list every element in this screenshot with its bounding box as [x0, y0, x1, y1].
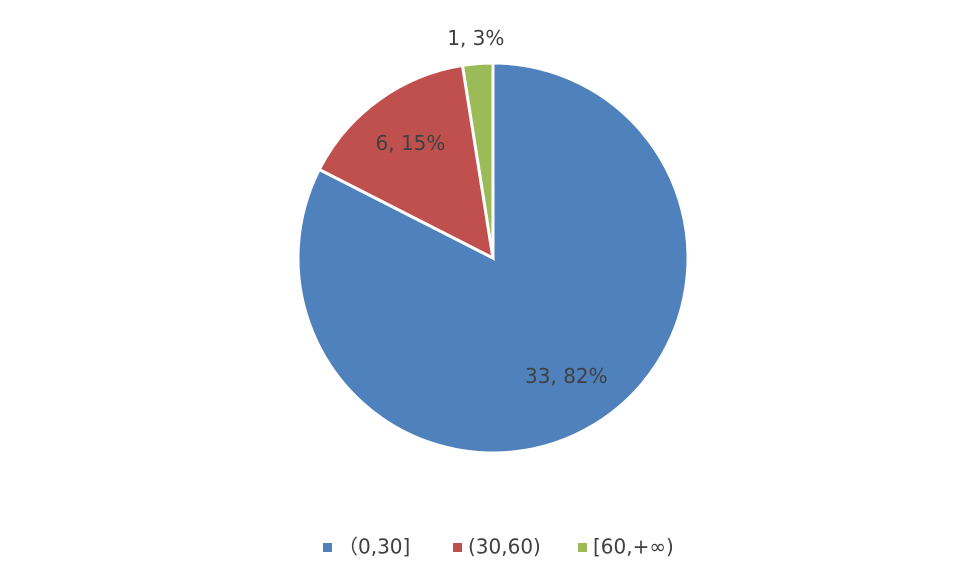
pie-slice: [296, 61, 690, 455]
legend-label: [60,+∞): [593, 535, 674, 559]
legend-swatch: [578, 543, 587, 552]
pie-slice: [317, 63, 495, 261]
pie-slice: [460, 61, 495, 259]
legend-label: (30,60): [468, 535, 541, 559]
data-label: 33, 82%: [525, 364, 608, 388]
legend-swatch: [453, 543, 462, 552]
legend-label: （0,30]: [338, 535, 410, 559]
data-label: 1, 3%: [447, 26, 504, 50]
data-label: 6, 15%: [376, 131, 446, 155]
legend-swatch: [323, 543, 332, 552]
